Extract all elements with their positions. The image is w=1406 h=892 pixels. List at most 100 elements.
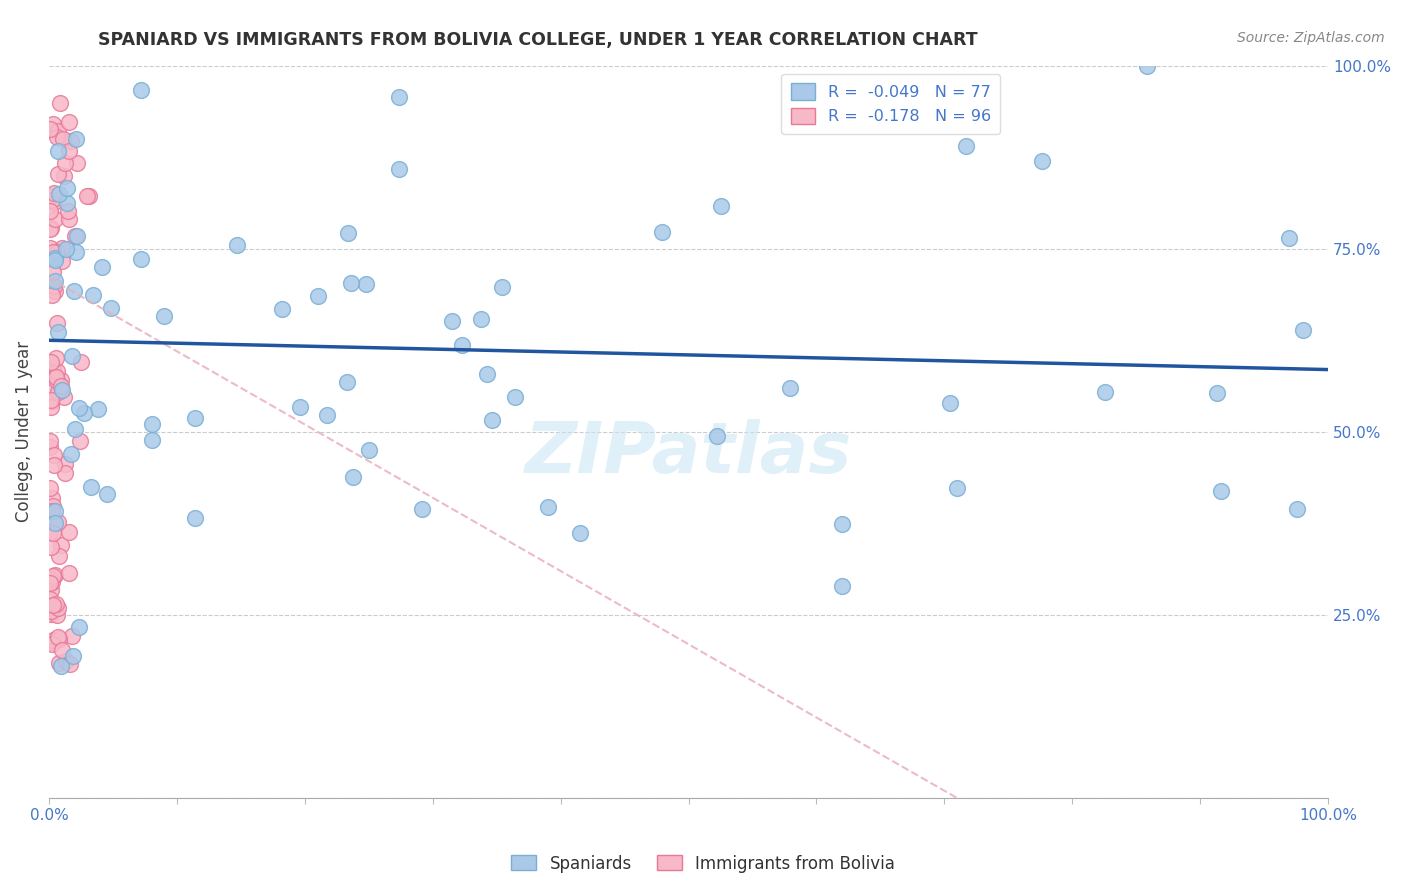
- Point: [831, 579, 853, 593]
- Point: [62, 649, 84, 664]
- Point: [46, 325, 69, 339]
- Point: [60, 349, 83, 363]
- Point: [58, 525, 80, 540]
- Point: [69, 401, 91, 415]
- Point: [51, 372, 73, 386]
- Y-axis label: College, Under 1 year: College, Under 1 year: [15, 342, 32, 523]
- Point: [39, 635, 62, 649]
- Point: [1031, 154, 1053, 169]
- Point: [66, 229, 89, 244]
- Point: [1205, 386, 1227, 401]
- Point: [46, 515, 69, 529]
- Point: [60, 630, 83, 644]
- Point: [491, 280, 513, 294]
- Point: [129, 252, 152, 267]
- Point: [58, 566, 80, 580]
- Point: [65, 132, 87, 146]
- Point: [470, 311, 492, 326]
- Point: [39, 525, 62, 540]
- Point: [1292, 323, 1315, 337]
- Point: [58, 144, 80, 158]
- Point: [82, 287, 104, 301]
- Point: [41, 385, 63, 400]
- Point: [52, 132, 75, 146]
- Point: [342, 469, 364, 483]
- Legend: Spaniards, Immigrants from Bolivia: Spaniards, Immigrants from Bolivia: [505, 848, 901, 880]
- Point: [440, 313, 463, 327]
- Point: [45, 597, 67, 611]
- Point: [184, 511, 207, 525]
- Point: [63, 422, 86, 436]
- Point: [48, 186, 70, 201]
- Point: [271, 302, 294, 317]
- Point: [153, 310, 176, 324]
- Point: [475, 367, 498, 381]
- Point: [73, 406, 96, 420]
- Point: [39, 189, 62, 203]
- Point: [44, 568, 66, 582]
- Point: [56, 181, 79, 195]
- Point: [58, 115, 80, 129]
- Point: [49, 379, 72, 393]
- Point: [44, 516, 66, 531]
- Point: [41, 540, 63, 554]
- Point: [503, 390, 526, 404]
- Point: [481, 413, 503, 427]
- Point: [39, 222, 62, 236]
- Point: [41, 491, 63, 505]
- Point: [48, 549, 70, 563]
- Point: [39, 604, 62, 618]
- Point: [39, 572, 62, 586]
- Point: [51, 643, 73, 657]
- Point: [41, 607, 63, 621]
- Point: [42, 364, 65, 378]
- Point: [831, 516, 853, 531]
- Point: [41, 288, 63, 302]
- Text: ZIPatlas: ZIPatlas: [524, 419, 852, 488]
- Point: [42, 279, 65, 293]
- Point: [77, 188, 100, 202]
- Point: [51, 254, 73, 268]
- Point: [357, 443, 380, 458]
- Point: [651, 225, 673, 239]
- Point: [70, 355, 93, 369]
- Point: [41, 504, 63, 518]
- Point: [91, 260, 114, 274]
- Point: [44, 253, 66, 268]
- Point: [39, 121, 62, 136]
- Point: [340, 276, 363, 290]
- Point: [53, 155, 76, 169]
- Point: [1135, 59, 1157, 73]
- Point: [46, 630, 69, 644]
- Point: [44, 504, 66, 518]
- Point: [706, 429, 728, 443]
- Point: [41, 575, 63, 590]
- Point: [1211, 483, 1233, 498]
- Point: [44, 211, 66, 226]
- Point: [46, 145, 69, 159]
- Point: [46, 384, 69, 399]
- Point: [55, 242, 77, 256]
- Point: [46, 375, 69, 389]
- Point: [1285, 502, 1308, 516]
- Point: [41, 598, 63, 612]
- Point: [49, 659, 72, 673]
- Point: [46, 316, 69, 330]
- Point: [42, 360, 65, 375]
- Point: [336, 375, 359, 389]
- Point: [42, 458, 65, 472]
- Point: [44, 273, 66, 287]
- Text: Source: ZipAtlas.com: Source: ZipAtlas.com: [1237, 31, 1385, 45]
- Point: [46, 168, 69, 182]
- Point: [56, 203, 79, 218]
- Point: [1278, 231, 1301, 245]
- Point: [315, 408, 337, 422]
- Point: [39, 576, 62, 591]
- Point: [63, 228, 86, 243]
- Point: [65, 244, 87, 259]
- Point: [42, 194, 65, 209]
- Point: [51, 242, 73, 256]
- Point: [51, 538, 73, 552]
- Point: [67, 620, 90, 634]
- Point: [48, 632, 70, 647]
